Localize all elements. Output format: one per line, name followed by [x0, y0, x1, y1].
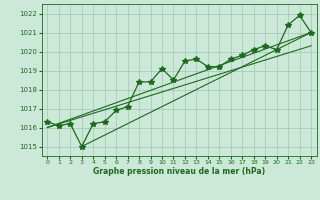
- X-axis label: Graphe pression niveau de la mer (hPa): Graphe pression niveau de la mer (hPa): [93, 167, 265, 176]
